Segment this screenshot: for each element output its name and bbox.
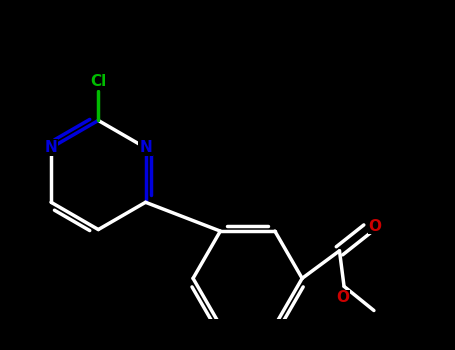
Text: Cl: Cl: [90, 74, 106, 89]
Text: O: O: [369, 219, 382, 233]
Text: N: N: [139, 140, 152, 155]
Text: N: N: [45, 140, 57, 155]
Text: O: O: [336, 290, 349, 306]
